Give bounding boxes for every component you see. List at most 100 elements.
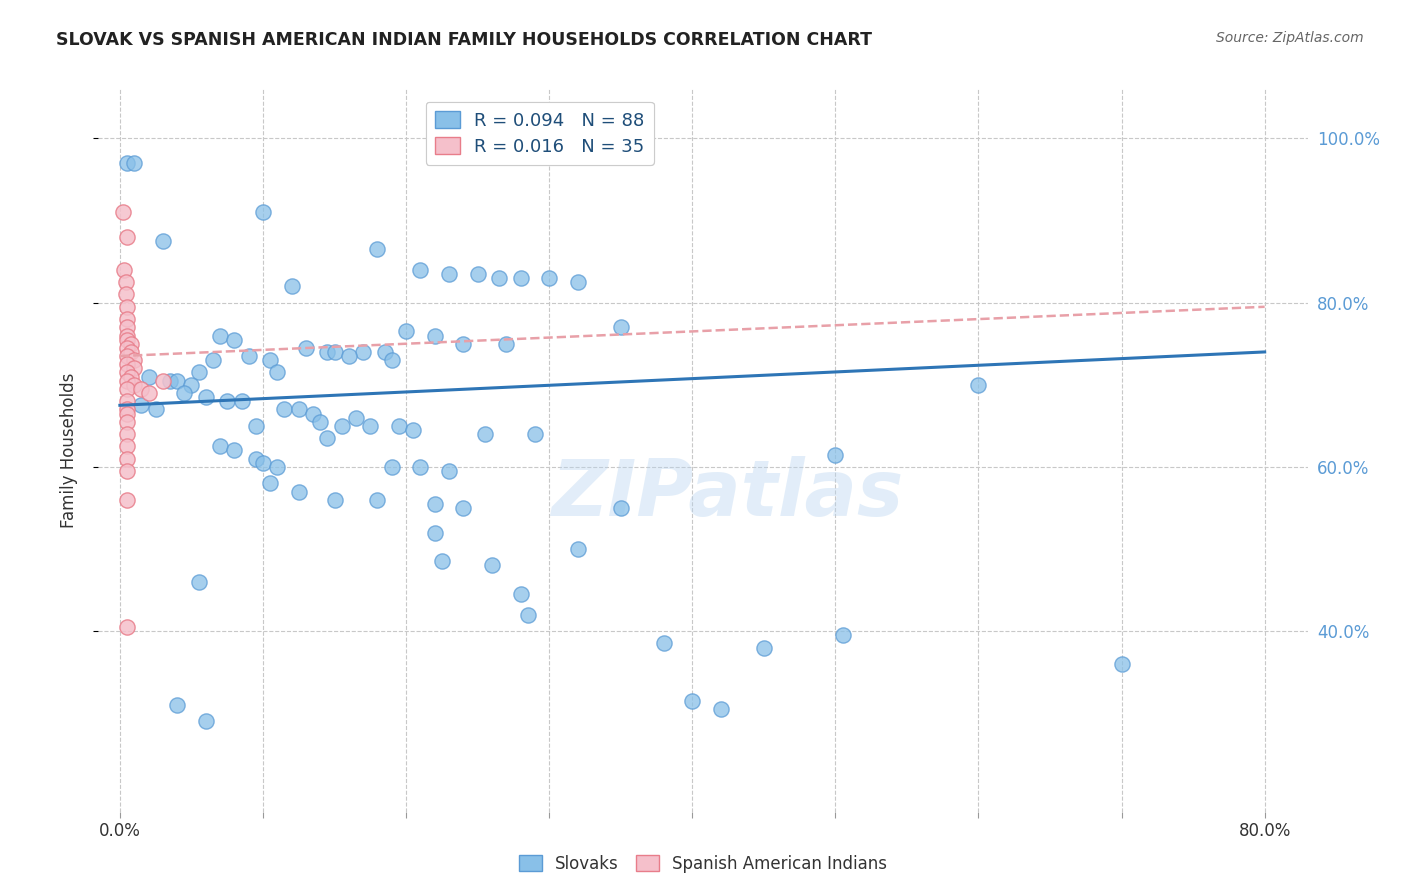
Point — [187, 574, 209, 589]
Point — [509, 271, 531, 285]
Point — [115, 230, 138, 244]
Point — [1111, 657, 1133, 671]
Point — [273, 402, 295, 417]
Point — [437, 267, 460, 281]
Point — [752, 640, 775, 655]
Point — [194, 714, 217, 729]
Point — [523, 427, 546, 442]
Point — [488, 271, 510, 285]
Point — [495, 336, 517, 351]
Point — [323, 345, 346, 359]
Point — [115, 156, 138, 170]
Point — [430, 554, 453, 568]
Point — [259, 353, 281, 368]
Point — [209, 328, 232, 343]
Point — [652, 636, 675, 650]
Y-axis label: Family Households: Family Households — [59, 373, 77, 528]
Point — [409, 459, 432, 474]
Point — [374, 345, 396, 359]
Point — [453, 336, 475, 351]
Point — [231, 394, 253, 409]
Point — [280, 279, 302, 293]
Point — [115, 328, 138, 343]
Point — [967, 377, 990, 392]
Point — [131, 398, 153, 412]
Point — [437, 464, 460, 478]
Point — [330, 418, 353, 433]
Point — [115, 333, 138, 347]
Point — [115, 320, 138, 334]
Point — [516, 607, 538, 622]
Point — [115, 451, 138, 466]
Point — [359, 418, 381, 433]
Point — [115, 402, 138, 417]
Point — [710, 702, 733, 716]
Point — [224, 443, 246, 458]
Point — [316, 345, 339, 359]
Legend: Slovaks, Spanish American Indians: Slovaks, Spanish American Indians — [512, 848, 894, 880]
Point — [481, 558, 503, 573]
Point — [122, 361, 145, 376]
Point — [115, 407, 138, 421]
Point — [115, 341, 138, 355]
Point — [115, 394, 138, 409]
Point — [316, 431, 339, 445]
Point — [115, 357, 138, 371]
Point — [173, 386, 195, 401]
Point — [115, 464, 138, 478]
Point — [266, 366, 288, 380]
Point — [115, 349, 138, 363]
Legend: R = 0.094   N = 88, R = 0.016   N = 35: R = 0.094 N = 88, R = 0.016 N = 35 — [426, 102, 654, 165]
Point — [112, 262, 135, 277]
Point — [453, 500, 475, 515]
Point — [166, 374, 188, 388]
Point — [467, 267, 489, 281]
Point — [366, 492, 388, 507]
Point — [352, 345, 374, 359]
Point — [115, 312, 138, 326]
Point — [138, 386, 160, 401]
Point — [152, 234, 174, 248]
Point — [337, 349, 360, 363]
Point — [567, 541, 589, 556]
Point — [194, 390, 217, 404]
Point — [115, 427, 138, 442]
Point — [681, 694, 703, 708]
Point — [295, 341, 318, 355]
Point — [224, 333, 246, 347]
Point — [122, 353, 145, 368]
Point — [259, 476, 281, 491]
Point — [423, 497, 446, 511]
Point — [120, 336, 142, 351]
Point — [138, 369, 160, 384]
Point — [152, 374, 174, 388]
Point — [245, 418, 267, 433]
Point — [609, 320, 631, 334]
Point — [509, 587, 531, 601]
Point — [217, 394, 239, 409]
Point — [166, 698, 188, 712]
Point — [366, 242, 388, 256]
Point — [381, 459, 404, 474]
Point — [115, 374, 138, 388]
Point — [120, 369, 142, 384]
Point — [287, 484, 309, 499]
Point — [395, 325, 418, 339]
Point — [388, 418, 411, 433]
Point — [538, 271, 561, 285]
Point — [201, 353, 224, 368]
Point — [609, 500, 631, 515]
Point — [115, 366, 138, 380]
Point — [344, 410, 367, 425]
Text: ZIPatlas: ZIPatlas — [551, 456, 903, 532]
Point — [159, 374, 181, 388]
Point — [131, 382, 153, 396]
Point — [423, 525, 446, 540]
Point — [287, 402, 309, 417]
Point — [115, 439, 138, 453]
Point — [302, 407, 325, 421]
Point — [122, 377, 145, 392]
Text: Source: ZipAtlas.com: Source: ZipAtlas.com — [1216, 31, 1364, 45]
Point — [831, 628, 853, 642]
Point — [567, 275, 589, 289]
